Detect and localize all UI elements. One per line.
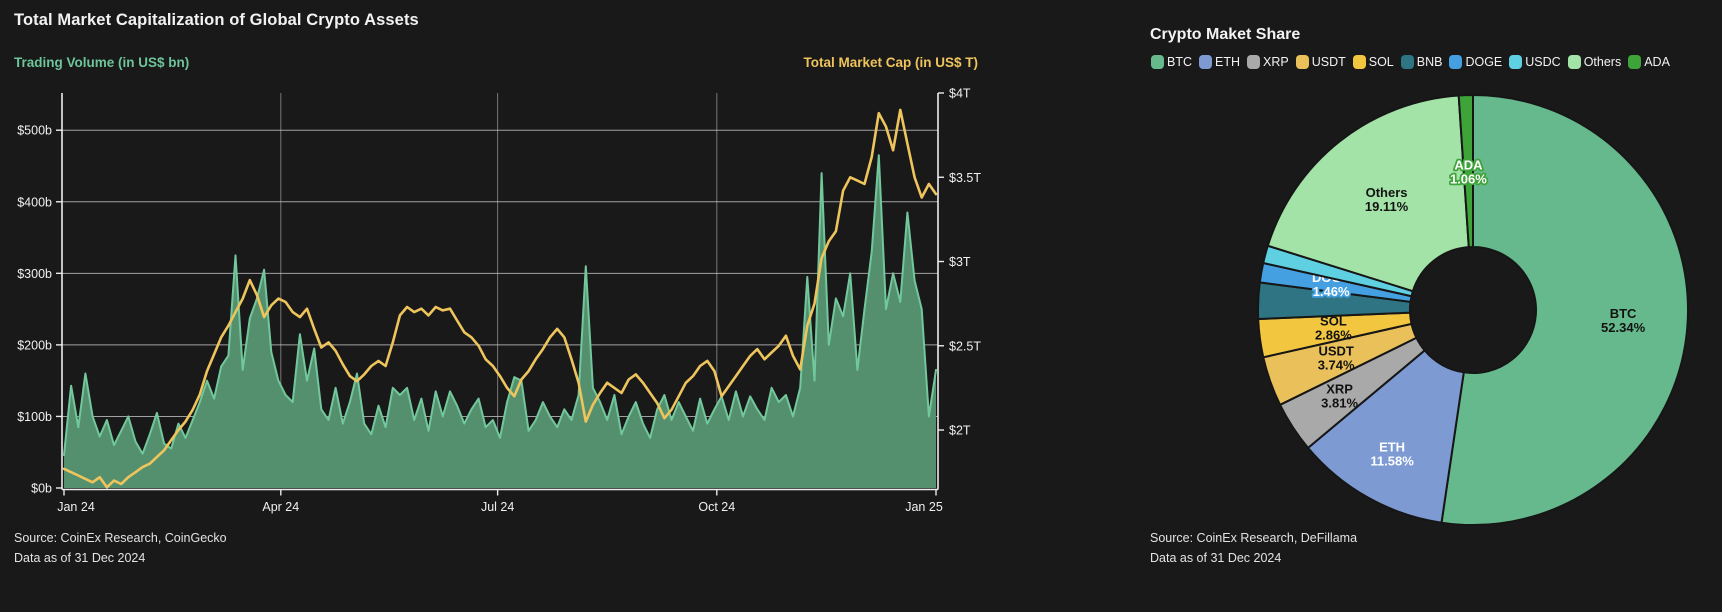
volume-line [63, 154, 937, 457]
x-tick-label: Jul 24 [481, 500, 514, 514]
legend-swatch [1295, 55, 1309, 69]
legend-label: BNB [1416, 55, 1443, 69]
legend-swatch [1628, 55, 1642, 69]
right-chart-title: Crypto Maket Share [1150, 26, 1301, 43]
legend-item-btc: BTC [1151, 55, 1192, 69]
legend-item-doge: DOGE [1449, 55, 1502, 69]
pie-label-btc: BTC 52.34% [1601, 306, 1646, 335]
pie-label-eth: ETH 11.58% [1370, 439, 1414, 468]
legend-label: SOL [1368, 55, 1394, 69]
legend-item-bnb: BNB [1400, 55, 1443, 69]
left-tick-label: $0b [31, 482, 52, 496]
left-tick-label: $300b [17, 267, 52, 281]
x-tick-label: Apr 24 [262, 500, 299, 514]
legend-label: XRP [1263, 55, 1289, 69]
legend-label: DOGE [1465, 55, 1503, 69]
right-tick-label: $4T [949, 87, 971, 101]
marketcap-line [62, 108, 938, 489]
left-tick-label: $500b [17, 124, 52, 138]
left-tick-label: $200b [17, 338, 52, 352]
legend-item-eth: ETH [1199, 55, 1240, 69]
right-tick-label: $2.5T [949, 339, 981, 353]
left-axis-title: Trading Volume (in US$ bn) [14, 55, 190, 70]
left-chart-title: Total Market Capitalization of Global Cr… [14, 11, 419, 29]
pie-chart: BTC 52.34% ETH 11.58% XRP 3.81% USDT 3.74%SOL 2.… [1256, 94, 1689, 526]
pie-legend: BTC ETH XRP USDT SOL BNB DOGE USDC Others ADA [1151, 55, 1670, 69]
right-tick-label: $2T [949, 424, 971, 438]
x-tick-label: Oct 24 [698, 500, 735, 514]
legend-label: BTC [1167, 55, 1192, 69]
x-tick-label: Jan 25 [905, 500, 943, 514]
right-axis-title: Total Market Cap (in US$ T) [803, 55, 978, 70]
pie-label-usdt: USDT 3.74% [1318, 343, 1355, 372]
pie-slice-btc [1440, 94, 1689, 526]
left-chart-axes: $0b $100b $200b $300b $400b $500b $2T $2.5T $3T $… [17, 87, 981, 515]
legend-label: ADA [1644, 55, 1670, 69]
pie-label-others: Others 19.11% [1365, 185, 1409, 214]
legend-swatch [1509, 55, 1523, 69]
legend-swatch [1449, 55, 1463, 69]
legend-label: Others [1583, 55, 1622, 69]
left-data-as-of-line: Data as of 31 Dec 2024 [14, 551, 146, 565]
pie-label-ada: ADA 1.06% [1450, 157, 1487, 186]
pie-label-xrp: XRP 3.81% [1321, 382, 1358, 411]
legend-item-usdt: USDT [1295, 55, 1346, 69]
left-tick-label: $100b [17, 410, 52, 424]
right-source-line: Source: CoinEx Research, DeFillama [1150, 531, 1358, 545]
right-tick-label: $3T [949, 255, 971, 269]
x-tick-label: Jan 24 [57, 500, 95, 514]
pie-slice-eth [1307, 349, 1465, 524]
pie-slice-ada [1457, 94, 1474, 249]
legend-label: USDC [1525, 55, 1561, 69]
legend-label: USDT [1311, 55, 1346, 69]
legend-item-others: Others [1567, 55, 1622, 69]
legend-swatch [1247, 55, 1260, 69]
legend-item-ada: ADA [1628, 55, 1670, 69]
legend-swatch [1199, 55, 1212, 69]
legend-item-usdc: USDC [1509, 55, 1561, 69]
legend-label: ETH [1215, 55, 1240, 69]
legend-swatch [1400, 55, 1414, 69]
pie-label-sol: SOL 2.86% [1315, 314, 1352, 343]
right-tick-label: $3.5T [949, 171, 981, 185]
pie-slice-others [1266, 94, 1470, 293]
left-chart-source: Source: CoinEx Research, CoinGecko Data … [14, 528, 227, 568]
left-tick-label: $400b [17, 195, 52, 209]
legend-swatch [1567, 55, 1581, 69]
right-chart-source: Source: CoinEx Research, DeFillama Data … [1150, 528, 1357, 568]
legend-item-xrp: XRP [1247, 55, 1289, 69]
legend-swatch [1151, 55, 1164, 69]
legend-item-sol: SOL [1352, 55, 1394, 69]
right-data-as-of-line: Data as of 31 Dec 2024 [1150, 551, 1282, 565]
left-source-line: Source: CoinEx Research, CoinGecko [14, 531, 227, 545]
legend-swatch [1352, 55, 1366, 69]
